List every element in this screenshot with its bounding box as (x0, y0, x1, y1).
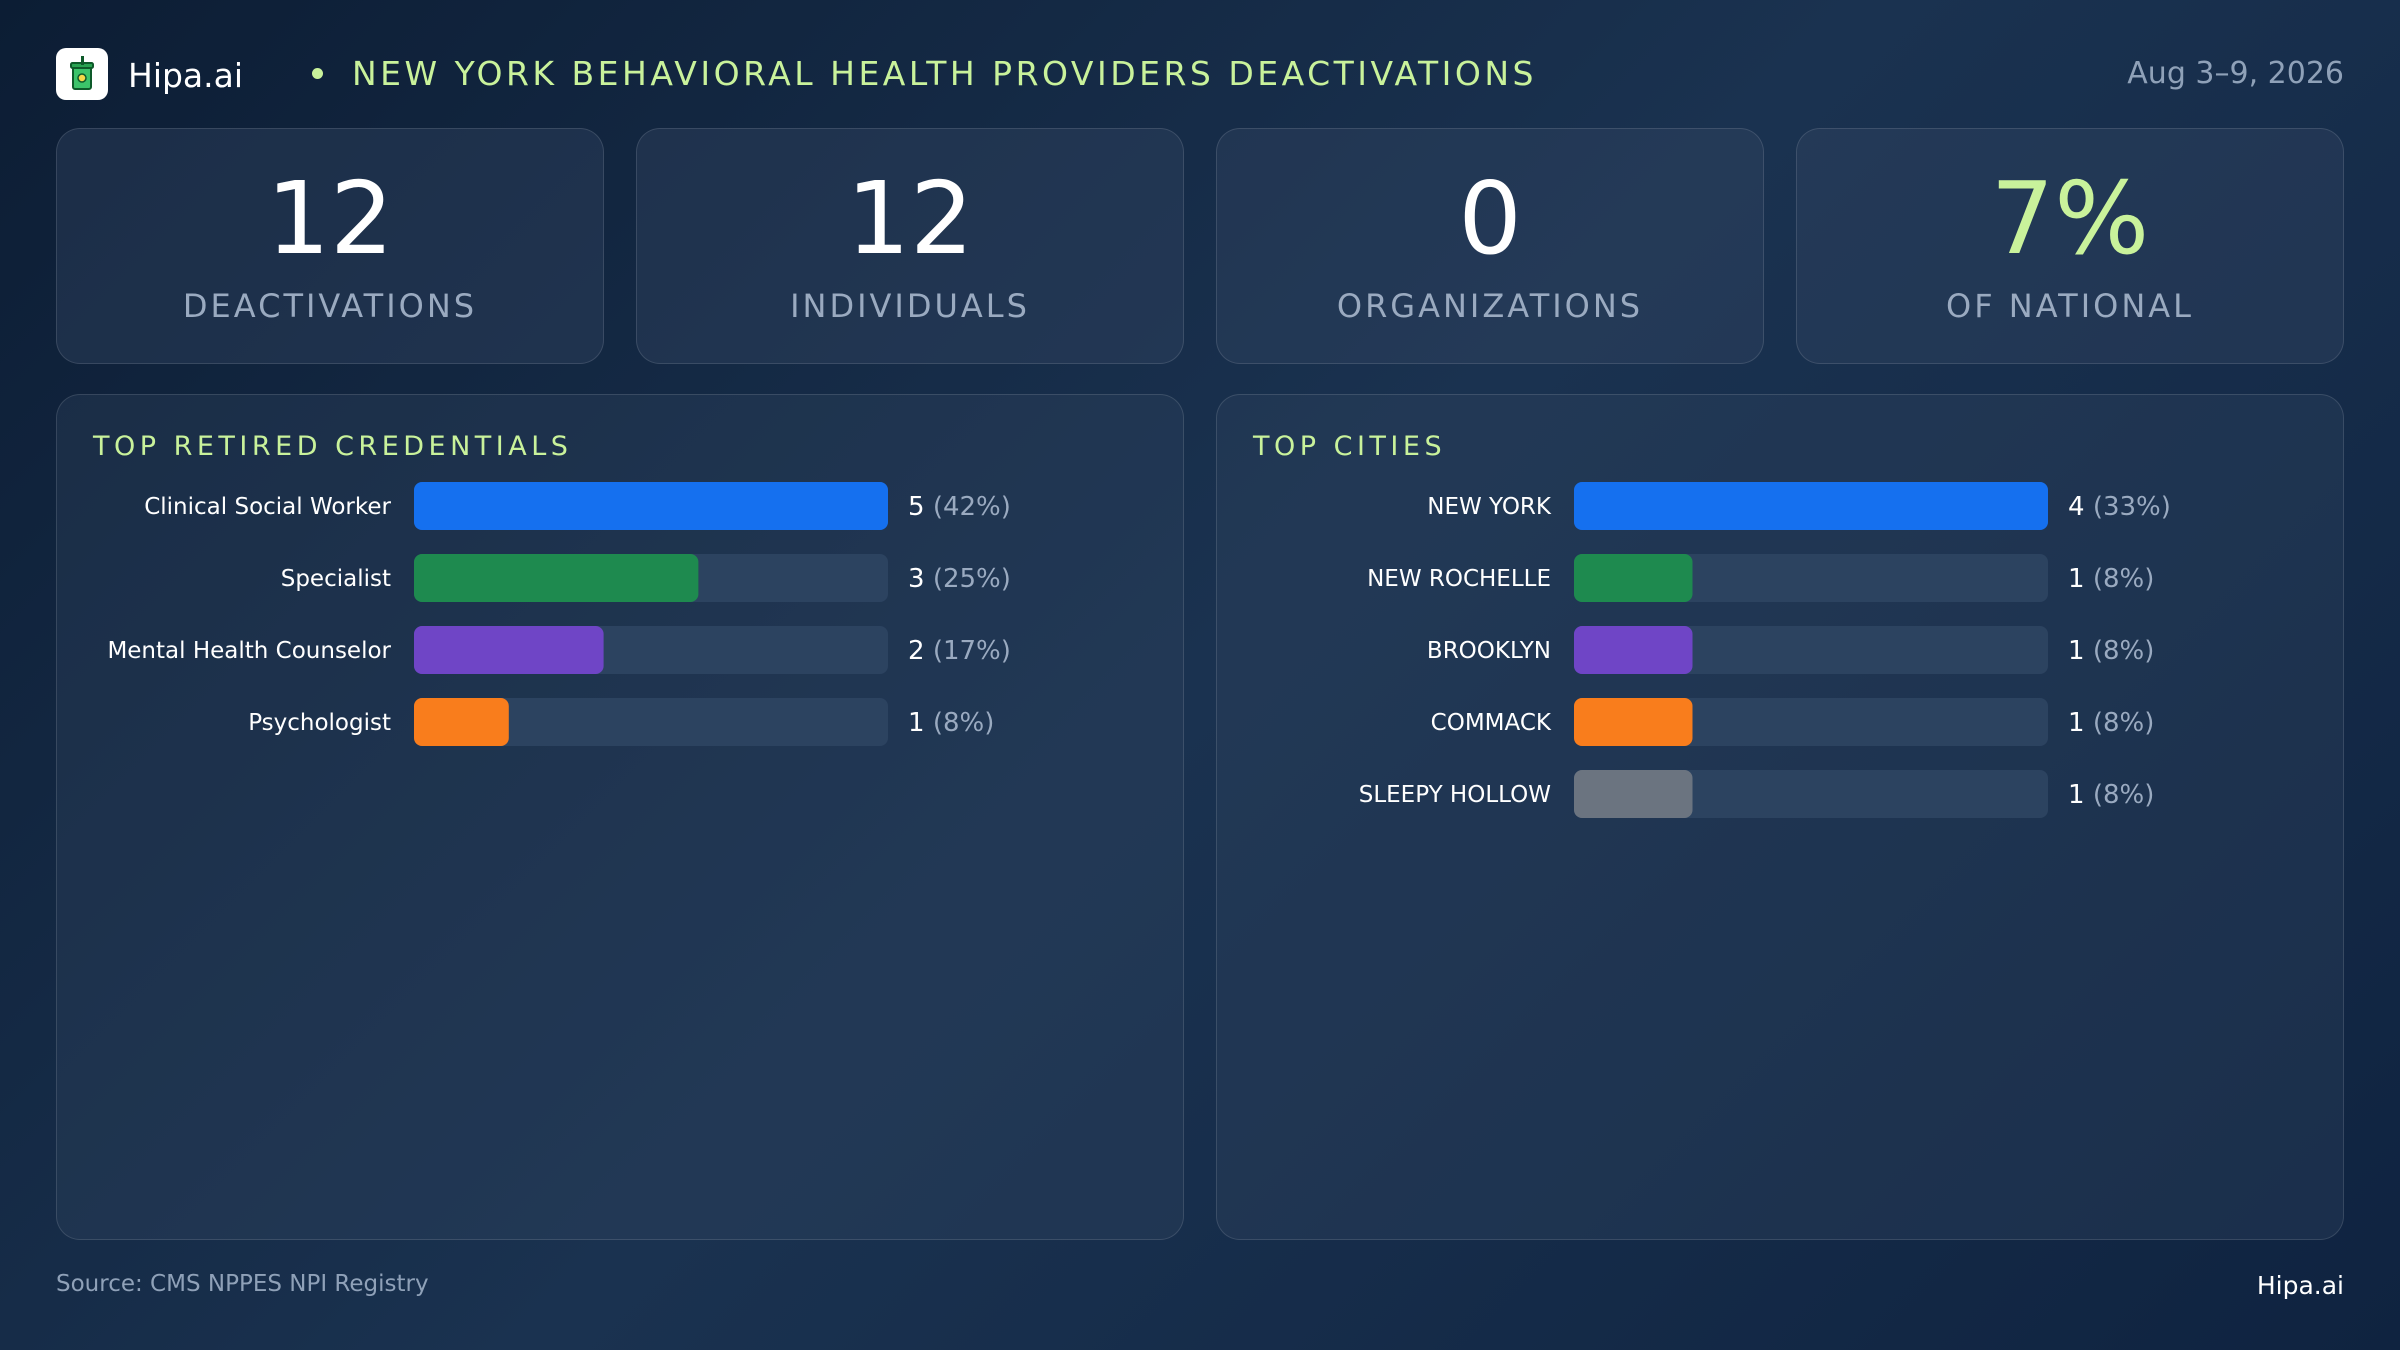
bar-label: NEW YORK (1427, 494, 1552, 520)
bar-label: Psychologist (248, 710, 391, 736)
bar-label: NEW ROCHELLE (1367, 566, 1551, 592)
bar-value-label: 5 (42%) (908, 492, 1011, 522)
credentials-panel: TOP RETIRED CREDENTIALS Clinical Social … (56, 394, 1184, 1240)
cities-bar-chart: NEW YORK 4 (33%) NEW ROCHELLE 1 (8%) BROOKLY… (1359, 482, 2171, 818)
bar (414, 698, 509, 746)
stat-value: 7% (1990, 160, 2150, 277)
bar-value-label: 1 (8%) (908, 708, 994, 738)
bar (1574, 482, 2048, 530)
stat-card-deactivations: 12 DEACTIVATIONS (56, 128, 604, 364)
bar-value-label: 1 (8%) (2068, 636, 2154, 666)
bar (414, 626, 604, 674)
stat-value: 0 (1458, 160, 1522, 277)
bar-value-label: 1 (8%) (2068, 564, 2154, 594)
bar (414, 554, 699, 602)
bar-track (414, 698, 888, 746)
credentials-panel-title: TOP RETIRED CREDENTIALS (93, 431, 573, 462)
bar (1574, 626, 1693, 674)
bar-label: SLEEPY HOLLOW (1359, 782, 1551, 808)
bar-value-label: 3 (25%) (908, 564, 1011, 594)
header: Hipa.ai NEW YORK BEHAVIORAL HEALTH PROVI… (56, 46, 2344, 102)
page-title: NEW YORK BEHAVIORAL HEALTH PROVIDERS DEA… (352, 54, 1537, 93)
cup-icon (56, 48, 108, 100)
bar (1574, 698, 1693, 746)
cities-panel-title: TOP CITIES (1253, 431, 1447, 462)
stat-value: 12 (266, 160, 394, 277)
bar-value-label: 2 (17%) (908, 636, 1011, 666)
bar-label: BROOKLYN (1427, 638, 1551, 664)
bar-label: Mental Health Counselor (107, 638, 391, 664)
bar (1574, 554, 1693, 602)
stat-card-national-share: 7% OF NATIONAL (1796, 128, 2344, 364)
credentials-bar-chart: Clinical Social Worker 5 (42%) Specialist 3… (107, 482, 1011, 746)
cities-panel: TOP CITIES NEW YORK 4 (33%) NEW ROCHELLE 1 … (1216, 394, 2344, 1240)
stat-label: INDIVIDUALS (790, 287, 1030, 325)
stat-value: 12 (846, 160, 974, 277)
separator-dot (312, 68, 323, 79)
bar (1574, 770, 1693, 818)
bar-label: Specialist (281, 566, 391, 592)
bar-value-label: 1 (8%) (2068, 780, 2154, 810)
stat-label: ORGANIZATIONS (1336, 287, 1644, 325)
stat-label: DEACTIVATIONS (182, 287, 478, 325)
date-range: Aug 3–9, 2026 (2127, 56, 2344, 91)
bar-label: COMMACK (1431, 710, 1552, 736)
footer-brand: Hipa.ai (2256, 1271, 2344, 1300)
brand-name: Hipa.ai (128, 56, 244, 95)
stat-label: OF NATIONAL (1946, 287, 2194, 325)
stat-card-organizations: 0 ORGANIZATIONS (1216, 128, 1764, 364)
stat-card-individuals: 12 INDIVIDUALS (636, 128, 1184, 364)
bar (414, 482, 888, 530)
bar-value-label: 4 (33%) (2068, 492, 2171, 522)
source-note: Source: CMS NPPES NPI Registry (56, 1271, 429, 1297)
bar-value-label: 1 (8%) (2068, 708, 2154, 738)
bar-label: Clinical Social Worker (144, 494, 391, 520)
